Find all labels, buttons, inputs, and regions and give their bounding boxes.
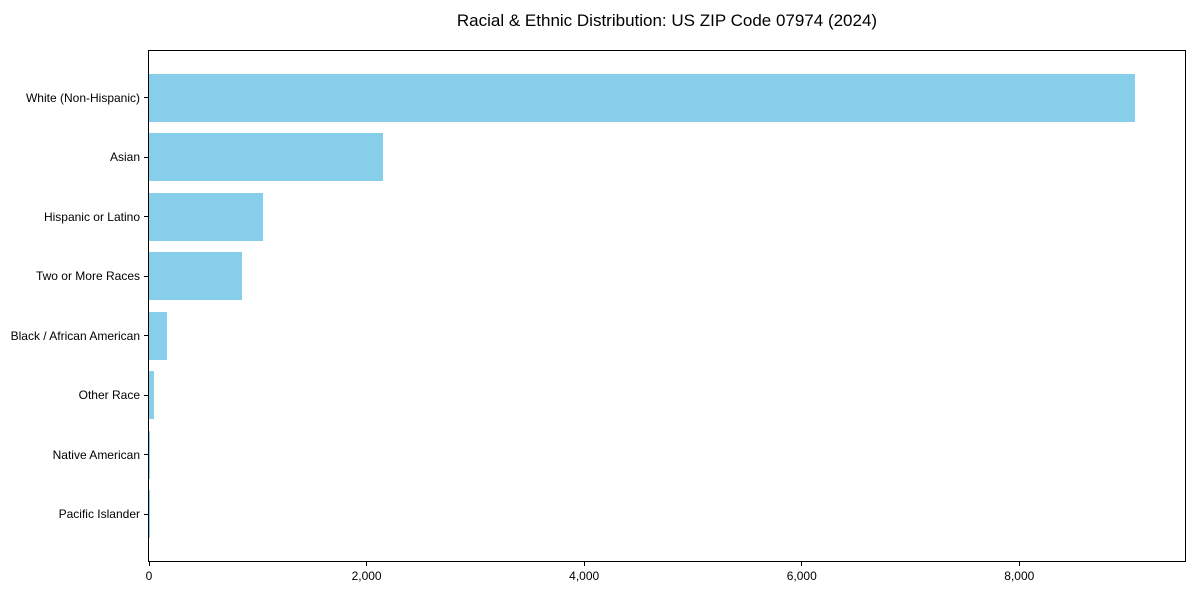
y-tick-mark [144, 335, 148, 337]
y-tick-mark [144, 513, 148, 515]
x-tick-mark [1018, 562, 1020, 566]
x-tick-mark [148, 562, 150, 566]
y-tick-mark [144, 216, 148, 218]
y-tick-mark [144, 454, 148, 456]
bar [149, 311, 167, 360]
bar [149, 133, 383, 182]
bar [149, 192, 264, 241]
bar [149, 73, 1135, 122]
bar [149, 252, 242, 301]
y-axis-label: Native American [52, 447, 140, 462]
y-axis-label: Black / African American [10, 328, 140, 343]
y-axis-label: Two or More Races [35, 269, 140, 284]
y-axis-label: Hispanic or Latino [43, 209, 140, 224]
y-tick-mark [144, 275, 148, 277]
y-tick-mark [144, 156, 148, 158]
y-axis-label: Pacific Islander [58, 507, 140, 522]
y-axis-label: White (Non-Hispanic) [25, 90, 140, 105]
plot-area [148, 50, 1186, 562]
chart-title: Racial & Ethnic Distribution: US ZIP Cod… [456, 11, 878, 30]
x-tick-mark [801, 562, 803, 566]
bar [149, 430, 151, 479]
y-axis-label: Asian [109, 150, 140, 165]
x-tick-label: 0 [145, 569, 153, 583]
x-tick-mark [583, 562, 585, 566]
x-tick-label: 6,000 [786, 569, 817, 583]
x-tick-label: 4,000 [569, 569, 600, 583]
x-tick-label: 2,000 [351, 569, 382, 583]
y-tick-mark [144, 394, 148, 396]
x-tick-label: 8,000 [1004, 569, 1035, 583]
bar [149, 371, 154, 420]
y-axis-label: Other Race [78, 388, 140, 403]
x-tick-mark [366, 562, 368, 566]
y-tick-mark [144, 97, 148, 98]
